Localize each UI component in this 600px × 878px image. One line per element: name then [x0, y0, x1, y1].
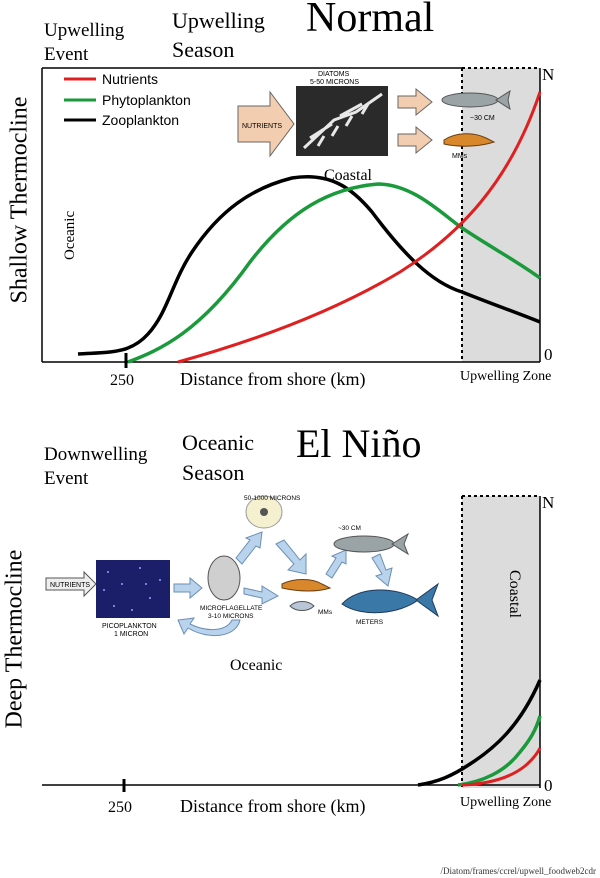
krill-icon: [443, 133, 496, 147]
krill-size-label: MMs: [452, 153, 468, 160]
bottom-flow-nutrients-label: NUTRIENTS: [50, 582, 90, 589]
bottom-axis-n: N: [542, 493, 554, 512]
picoplankton-dots: [103, 567, 161, 611]
zooplankton-curve: [77, 175, 541, 356]
top-diagram: Nutrients Phytoplankton Zooplankton NUTR…: [41, 65, 554, 390]
picoplankton-photo: [96, 560, 170, 618]
top-oceanic-label: Oceanic: [62, 211, 78, 260]
diatoms-label-1: DIATOMS: [318, 71, 350, 78]
bottom-nutrients-curve: [461, 747, 542, 787]
bottom-x-axis-label: Distance from shore (km): [180, 796, 365, 817]
arrow-micro-to-large-icon: [235, 531, 263, 565]
bottom-season-label-2: Season: [182, 460, 245, 485]
top-x-axis-label: Distance from shore (km): [180, 369, 365, 390]
tuna-size-label: METERS: [356, 619, 384, 626]
sardine-tail-bottom: [391, 532, 410, 556]
flow-arrow-to-krill-icon: [397, 125, 433, 155]
copepod-icon: [289, 601, 315, 611]
top-season-label-1: Upwelling: [172, 8, 265, 33]
bottom-nutrients-arrow-icon: [45, 570, 97, 598]
top-zone-label: Upwelling Zone: [460, 369, 551, 384]
legend-nutrients: Nutrients: [102, 71, 158, 87]
bottom-season-label-1: Oceanic: [182, 430, 255, 455]
arrow-micro-to-mms-icon: [243, 585, 280, 605]
diatom-chain-icon: [302, 92, 383, 150]
legend-phytoplankton: Phytoplankton: [102, 92, 191, 108]
picoplankton-label-2: 1 MICRON: [114, 631, 148, 638]
sardine-tail: [495, 89, 511, 111]
arrow-pico-to-micro-icon: [173, 576, 203, 600]
top-event-label-1: Upwelling: [44, 20, 125, 41]
flow-arrow-to-fish-icon: [397, 87, 433, 117]
mms-label: MMs: [318, 609, 333, 616]
bottom-zone-label: Upwelling Zone: [460, 795, 551, 810]
tuna-icon: [341, 589, 419, 614]
microflagellate-label-2: 3-10 MICRONS: [208, 613, 254, 620]
top-coastal-label: Coastal: [324, 167, 373, 184]
top-season-label-2: Season: [172, 37, 235, 62]
large-plankton-core: [260, 508, 268, 516]
large-plankton-label: 50-1000 MICRONS: [244, 495, 301, 502]
bottom-diagram: NUTRIENTS PICOPLANKTON 1 MICRON MICROFLA…: [42, 493, 554, 817]
krill-icon-bottom: [281, 579, 332, 592]
bottom-axis-zero: 0: [544, 776, 553, 795]
top-axis-n: N: [542, 65, 554, 84]
diatoms-label-2: 5-50 MICRONS: [310, 79, 359, 86]
return-loop-arrow-icon: [177, 617, 241, 637]
legend-zooplankton: Zooplankton: [102, 112, 179, 128]
sardine-icon-bottom: [333, 535, 395, 553]
sardine-size-label-bottom: ~30 CM: [338, 525, 361, 532]
bottom-tick-250-label: 250: [108, 799, 132, 816]
arrow-krill-to-fish-icon: [325, 549, 347, 579]
phytoplankton-curve: [127, 182, 542, 364]
bottom-event-label-2: Event: [44, 468, 89, 489]
sardine-size-label: ~30 CM: [470, 115, 495, 122]
tuna-tail: [415, 582, 440, 618]
diatoms-photo: [296, 86, 388, 156]
bottom-event-label-1: Downwelling: [44, 444, 148, 465]
microflagellate-label-1: MICROFLAGELLATE: [200, 605, 263, 612]
bottom-zooplankton-curve: [417, 679, 542, 787]
flow-nutrients-label: NUTRIENTS: [242, 123, 282, 130]
bottom-coastal-label: Coastal: [506, 570, 523, 619]
top-axis-zero: 0: [544, 345, 553, 364]
arrow-large-to-krill-icon: [275, 539, 307, 575]
microflagellate-icon: [207, 555, 241, 601]
upwelling-zone-shade: [462, 68, 540, 362]
top-event-label-2: Event: [44, 44, 89, 65]
sardine-icon: [441, 92, 499, 108]
bottom-oceanic-label: Oceanic: [230, 657, 282, 674]
bottom-title: El Niño: [296, 421, 422, 466]
picoplankton-label-1: PICOPLANKTON: [102, 623, 157, 630]
bottom-phytoplankton-curve: [457, 715, 542, 787]
top-tick-250-label: 250: [110, 372, 134, 389]
top-title: Normal: [306, 0, 435, 41]
nutrients-curve: [177, 91, 542, 364]
arrow-fish-to-tuna-icon: [371, 553, 393, 587]
bottom-upwelling-zone-shade: [462, 496, 540, 788]
footer-path: /Diatom/frames/ccrel/upwell_foodweb2cdr: [440, 866, 596, 876]
nutrients-arrow-icon: [237, 90, 295, 158]
